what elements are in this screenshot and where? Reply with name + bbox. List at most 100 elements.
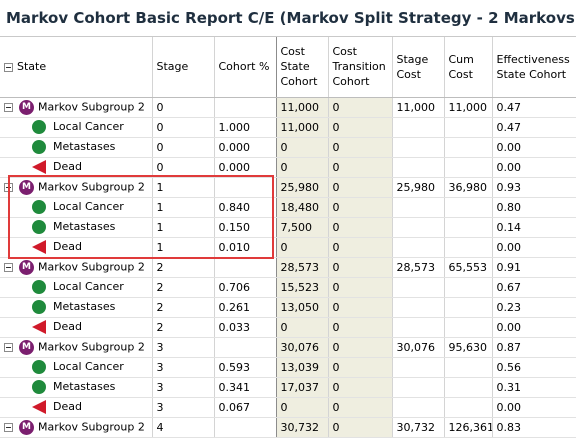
col-header-stage-cost[interactable]: Stage Cost [392, 37, 445, 98]
state-cell[interactable]: Metastases [0, 137, 153, 158]
cum-cost-cell[interactable] [444, 397, 493, 418]
col-header-state[interactable]: State [0, 37, 153, 98]
col-header-cost-transition[interactable]: Cost Transition Cohort [328, 37, 393, 98]
stage-cell[interactable]: 3 [152, 337, 215, 358]
effectiveness-cell[interactable]: 0.47 [492, 117, 576, 138]
cost-transition-cell[interactable]: 0 [328, 317, 393, 338]
cohort-cell[interactable]: 0.000 [214, 137, 277, 158]
cohort-cell[interactable] [214, 337, 277, 358]
cost-transition-cell[interactable]: 0 [328, 397, 393, 418]
effectiveness-cell[interactable]: 0.00 [492, 137, 576, 158]
table-row[interactable]: Metastases 3 0.341 17,037 0 0.31 [0, 377, 576, 398]
cohort-cell[interactable]: 0.341 [214, 377, 277, 398]
col-header-stage[interactable]: Stage [152, 37, 215, 98]
cost-state-cell[interactable]: 0 [276, 157, 329, 178]
effectiveness-cell[interactable]: 0.56 [492, 357, 576, 378]
cost-transition-cell[interactable]: 0 [328, 337, 393, 358]
table-row[interactable]: Metastases 0 0.000 0 0 0.00 [0, 137, 576, 158]
cost-state-cell[interactable]: 0 [276, 317, 329, 338]
effectiveness-cell[interactable]: 0.83 [492, 417, 576, 438]
table-row[interactable]: Dead 2 0.033 0 0 0.00 [0, 317, 576, 338]
cum-cost-cell[interactable] [444, 277, 493, 298]
state-cell[interactable]: M Markov Subgroup 2 [0, 177, 153, 198]
cost-transition-cell[interactable]: 0 [328, 197, 393, 218]
stage-cost-cell[interactable]: 11,000 [392, 97, 445, 118]
cum-cost-cell[interactable] [444, 317, 493, 338]
cohort-cell[interactable]: 1.000 [214, 117, 277, 138]
collapse-box-icon[interactable] [4, 342, 13, 352]
cum-cost-cell[interactable] [444, 197, 493, 218]
stage-cost-cell[interactable] [392, 317, 445, 338]
cum-cost-cell[interactable] [444, 217, 493, 238]
effectiveness-cell[interactable]: 0.67 [492, 277, 576, 298]
stage-cell[interactable]: 3 [152, 377, 215, 398]
stage-cost-cell[interactable] [392, 117, 445, 138]
stage-cell[interactable]: 0 [152, 137, 215, 158]
effectiveness-cell[interactable]: 0.93 [492, 177, 576, 198]
effectiveness-cell[interactable]: 0.23 [492, 297, 576, 318]
cost-state-cell[interactable]: 11,000 [276, 97, 329, 118]
cohort-cell[interactable]: 0.706 [214, 277, 277, 298]
cost-state-cell[interactable]: 0 [276, 237, 329, 258]
effectiveness-cell[interactable]: 0.31 [492, 377, 576, 398]
effectiveness-cell[interactable]: 0.00 [492, 237, 576, 258]
stage-cell[interactable]: 3 [152, 397, 215, 418]
cost-state-cell[interactable]: 18,480 [276, 197, 329, 218]
col-header-cost-state[interactable]: Cost State Cohort [276, 37, 329, 98]
stage-cost-cell[interactable] [392, 157, 445, 178]
stage-cell[interactable]: 2 [152, 277, 215, 298]
table-row[interactable]: Dead 3 0.067 0 0 0.00 [0, 397, 576, 418]
cost-transition-cell[interactable]: 0 [328, 297, 393, 318]
cohort-cell[interactable] [214, 417, 277, 438]
state-cell[interactable]: Metastases [0, 377, 153, 398]
cost-transition-cell[interactable]: 0 [328, 157, 393, 178]
state-cell[interactable]: Metastases [0, 297, 153, 318]
table-row[interactable]: Metastases 1 0.150 7,500 0 0.14 [0, 217, 576, 238]
cost-transition-cell[interactable]: 0 [328, 177, 393, 198]
stage-cell[interactable]: 4 [152, 417, 215, 438]
markov-row[interactable]: M Markov Subgroup 2 1 25,980 0 25,980 36,980 0.… [0, 177, 576, 198]
state-cell[interactable]: Local Cancer [0, 117, 153, 138]
collapse-box-icon[interactable] [4, 262, 13, 272]
cost-transition-cell[interactable]: 0 [328, 137, 393, 158]
stage-cell[interactable]: 1 [152, 197, 215, 218]
cohort-cell[interactable]: 0.150 [214, 217, 277, 238]
cohort-cell[interactable] [214, 177, 277, 198]
cum-cost-cell[interactable] [444, 157, 493, 178]
col-header-effectiveness[interactable]: Effectiveness State Cohort [492, 37, 576, 98]
cohort-cell[interactable]: 0.067 [214, 397, 277, 418]
col-header-cohort[interactable]: Cohort % [214, 37, 277, 98]
cum-cost-cell[interactable] [444, 237, 493, 258]
table-row[interactable]: Dead 1 0.010 0 0 0.00 [0, 237, 576, 258]
table-row[interactable]: Dead 0 0.000 0 0 0.00 [0, 157, 576, 178]
markov-row[interactable]: M Markov Subgroup 2 3 30,076 0 30,076 95,630 0.… [0, 337, 576, 358]
stage-cell[interactable]: 2 [152, 257, 215, 278]
cost-transition-cell[interactable]: 0 [328, 97, 393, 118]
cost-transition-cell[interactable]: 0 [328, 377, 393, 398]
cost-transition-cell[interactable]: 0 [328, 357, 393, 378]
stage-cell[interactable]: 0 [152, 157, 215, 178]
cost-transition-cell[interactable]: 0 [328, 117, 393, 138]
cum-cost-cell[interactable]: 126,361 [444, 417, 493, 438]
cost-transition-cell[interactable]: 0 [328, 237, 393, 258]
stage-cell[interactable]: 2 [152, 317, 215, 338]
cohort-cell[interactable] [214, 97, 277, 118]
cohort-cell[interactable]: 0.261 [214, 297, 277, 318]
effectiveness-cell[interactable]: 0.00 [492, 157, 576, 178]
stage-cost-cell[interactable]: 30,076 [392, 337, 445, 358]
cohort-cell[interactable]: 0.840 [214, 197, 277, 218]
cost-state-cell[interactable]: 7,500 [276, 217, 329, 238]
table-row[interactable]: Metastases 2 0.261 13,050 0 0.23 [0, 297, 576, 318]
stage-cost-cell[interactable] [392, 197, 445, 218]
stage-cost-cell[interactable] [392, 377, 445, 398]
table-row[interactable]: Local Cancer 2 0.706 15,523 0 0.67 [0, 277, 576, 298]
cost-transition-cell[interactable]: 0 [328, 417, 393, 438]
state-cell[interactable]: Dead [0, 397, 153, 418]
stage-cost-cell[interactable] [392, 217, 445, 238]
cohort-cell[interactable] [214, 257, 277, 278]
cost-state-cell[interactable]: 25,980 [276, 177, 329, 198]
stage-cell[interactable]: 3 [152, 357, 215, 378]
cum-cost-cell[interactable] [444, 357, 493, 378]
state-cell[interactable]: Dead [0, 237, 153, 258]
cost-transition-cell[interactable]: 0 [328, 277, 393, 298]
